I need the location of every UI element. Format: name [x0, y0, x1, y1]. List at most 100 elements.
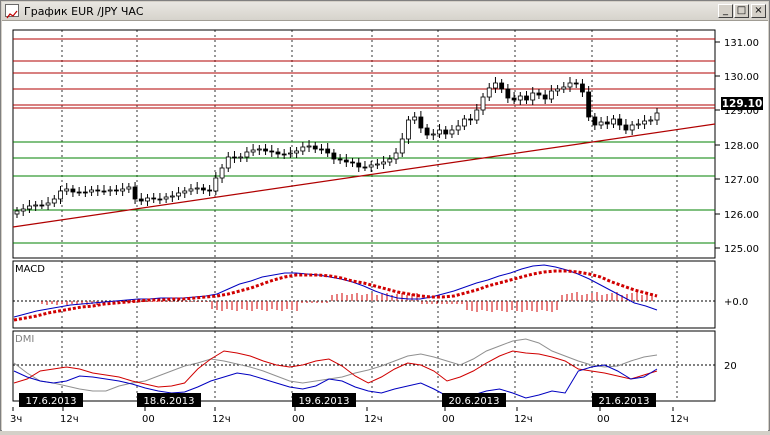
candle-body: [350, 161, 355, 164]
candle-body: [611, 118, 616, 125]
candle-body: [555, 88, 560, 92]
candle-body: [499, 82, 505, 90]
title-bar[interactable]: График EUR /JPY ЧАС _ □ ×: [2, 2, 768, 21]
candle-body: [70, 188, 76, 193]
candle-body: [517, 95, 523, 101]
candle-body: [138, 198, 144, 202]
candle-body: [548, 90, 554, 100]
candle-body: [455, 125, 461, 131]
candle-body: [443, 129, 449, 135]
candle-body: [542, 94, 548, 100]
candle-body: [374, 163, 380, 166]
candle-body: [120, 188, 126, 192]
dmi-panel[interactable]: 20 DMI 20: [12, 330, 737, 402]
candle-body: [312, 145, 318, 150]
candle-body: [319, 148, 324, 151]
time-tick-label: 00: [597, 414, 610, 425]
close-button[interactable]: ×: [751, 4, 766, 18]
candle-body: [188, 188, 194, 192]
candle-body: [580, 83, 585, 93]
candle-body: [381, 161, 387, 165]
candle-body: [281, 153, 287, 156]
time-tick-label: 00: [142, 414, 155, 425]
dmi-plus-line: [13, 364, 658, 400]
candle-body: [437, 129, 442, 135]
candle-body: [182, 190, 188, 194]
price-panel[interactable]: 131.00 130.00 129.00 128.00 127.00 126.00 125.…: [12, 29, 763, 259]
candle-body: [362, 166, 368, 169]
maximize-button[interactable]: □: [734, 4, 749, 18]
candle-body: [169, 195, 175, 198]
candle-body: [592, 116, 598, 126]
candle-body: [486, 87, 492, 98]
candle-body: [256, 148, 262, 151]
chart-area: 131.00 130.00 129.00 128.00 127.00 126.00 125.…: [2, 21, 768, 431]
candle-body: [82, 191, 88, 194]
candle-body: [530, 92, 536, 101]
candle-body: [64, 188, 70, 192]
candle-body: [604, 121, 610, 125]
date-badge: [137, 393, 201, 407]
candle-body: [114, 189, 119, 192]
candle-body: [306, 145, 312, 148]
candle-body: [586, 91, 592, 118]
candle-body: [406, 119, 411, 140]
macd-panel[interactable]: MACD +0.0: [12, 260, 748, 329]
adx-line: [13, 338, 658, 392]
candle-body: [387, 158, 393, 163]
macd-zero-label: +0.0: [724, 297, 748, 308]
candle-body: [269, 150, 275, 153]
candle-body: [300, 146, 306, 152]
candle-body: [642, 120, 647, 125]
candle-body: [194, 187, 200, 190]
window-title: График EUR /JPY ЧАС: [24, 5, 144, 18]
candle-body: [207, 189, 213, 192]
trendline[interactable]: [12, 123, 716, 228]
candle-body: [213, 177, 219, 192]
candle-body: [331, 152, 337, 160]
candle-body: [176, 192, 181, 197]
candle-body: [368, 164, 374, 168]
candle-body: [244, 151, 250, 158]
candle-body: [294, 150, 300, 154]
candle-body: [474, 109, 480, 121]
candle-body: [505, 88, 511, 99]
candle-body: [598, 121, 604, 126]
current-price-label: 129.10: [722, 98, 763, 110]
time-tick-label: 12ч: [670, 414, 689, 425]
time-tick-label: 3ч: [10, 414, 22, 425]
candle-body: [151, 197, 157, 200]
candle-body: [250, 149, 256, 153]
macd-signal-line: [13, 269, 658, 322]
candle-body: [424, 127, 430, 136]
candle-body: [275, 151, 281, 155]
candle-body: [418, 116, 424, 129]
candle-body: [219, 167, 225, 179]
candle-body: [524, 95, 529, 101]
candle-body: [399, 138, 405, 154]
price-tick-label: 125.00: [724, 244, 759, 255]
candle-body: [654, 112, 660, 121]
candle-body: [648, 119, 654, 122]
candle-body: [132, 186, 138, 200]
candle-body: [201, 187, 206, 191]
time-axis: 17.6.2013 18.6.2013 19.6.2013 20.6.2013 21.6…: [10, 393, 715, 425]
minimize-button[interactable]: _: [718, 4, 733, 18]
price-tick-label: 126.00: [724, 210, 759, 221]
price-tick-label: 128.00: [724, 141, 759, 152]
candle-body: [561, 86, 567, 90]
current-price-box: [721, 97, 763, 110]
candle-body: [58, 190, 63, 200]
dmi-label: DMI: [15, 334, 34, 345]
date-badge-label: 18.6.2013: [144, 396, 195, 407]
candle-body: [39, 204, 45, 207]
candle-body: [493, 82, 498, 89]
date-badge: [292, 393, 356, 407]
time-tick-label: 12ч: [60, 414, 79, 425]
candle-body: [76, 191, 82, 194]
candle-body: [89, 189, 94, 193]
chart-app-icon: [5, 4, 19, 19]
candle-body: [157, 198, 163, 201]
candle-body: [617, 118, 623, 126]
